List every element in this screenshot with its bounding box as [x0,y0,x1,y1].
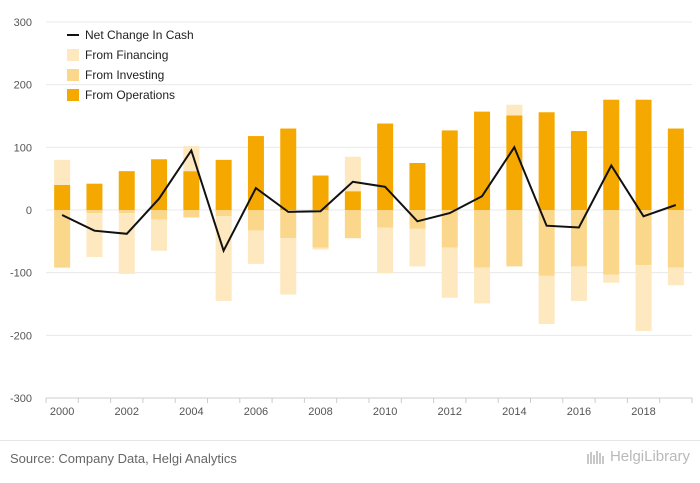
bar-from-financing [635,265,652,331]
bar-from-investing [280,210,297,239]
legend-swatch [67,49,79,61]
bar-from-financing [570,266,587,301]
bar-from-operations [280,128,297,210]
y-tick-label: 100 [14,142,32,154]
legend-item[interactable]: From Investing [67,68,164,82]
bar-from-financing [86,213,103,257]
bar-from-investing [570,210,587,267]
bar-from-operations [409,163,426,210]
bar-from-investing [312,210,329,248]
bar-from-investing [377,210,394,228]
bar-from-investing [667,210,684,268]
bar-from-investing [54,210,71,268]
bar-from-financing [247,230,264,264]
bar-from-investing [603,210,620,275]
bar-from-operations [441,130,458,210]
bar-from-operations [183,171,200,210]
x-tick-label: 2014 [502,406,526,418]
bar-from-financing [215,216,232,301]
publisher-logo[interactable]: HelgiLibrary [586,448,690,465]
legend-swatch [67,69,79,81]
x-tick-label: 2008 [308,406,332,418]
bar-from-operations [635,99,652,210]
bar-from-operations [474,111,491,210]
legend-label: From Financing [85,48,168,62]
source-note: Source: Company Data, Helgi Analytics [10,451,237,466]
bar-from-investing [344,210,361,239]
bar-from-financing [312,247,329,250]
bar-from-investing [118,210,135,214]
net-change-line-layer [61,145,677,254]
bar-from-operations [312,175,329,210]
bar-from-operations [54,184,71,210]
bar-from-financing [151,219,168,251]
bar-from-operations [215,159,232,210]
bar-from-investing [441,210,458,248]
bar-from-operations [603,99,620,210]
x-tick-label: 2018 [631,406,655,418]
bar-from-financing [441,247,458,298]
x-tick-label: 2002 [115,406,139,418]
footer-divider [0,440,700,441]
bar-from-financing [118,213,135,274]
y-tick-label: -300 [10,393,32,405]
library-logo-icon [586,450,604,464]
legend-label: From Investing [85,68,164,82]
y-tick-label: -100 [10,268,32,280]
bar-from-financing [409,228,426,267]
bar-from-investing [215,210,232,217]
y-tick-label: -200 [10,330,32,342]
bar-from-financing [474,267,491,304]
bar-from-operations [86,183,103,210]
legend-item[interactable]: Net Change In Cash [67,28,194,42]
bar-from-operations [377,123,394,210]
legend-item[interactable]: From Financing [67,48,168,62]
bars [54,99,684,331]
x-tick-label: 2016 [567,406,591,418]
bar-from-investing [183,210,200,218]
legend-label: Net Change In Cash [85,28,194,42]
bar-from-operations [506,115,523,210]
logo-text: HelgiLibrary [609,448,690,465]
bar-from-investing [86,210,103,214]
legend-item[interactable]: From Operations [67,88,175,102]
y-tick-label: 300 [14,17,32,29]
bar-from-financing [538,275,555,325]
bar-from-operations [118,171,135,210]
legend-label: From Operations [85,88,175,102]
x-tick-label: 2006 [244,406,268,418]
x-tick-label: 2012 [438,406,462,418]
bar-from-investing [247,210,264,231]
y-axis-ticks: 300 200 100 0 -100 -200 -300 [10,17,32,405]
bar-from-operations [538,112,555,210]
bar-from-operations [570,131,587,210]
bar-from-investing [635,210,652,266]
net-change-line [61,145,677,254]
bar-from-financing [667,267,684,286]
bar-from-operations [151,159,168,210]
bar-from-financing [506,104,523,116]
y-tick-label: 0 [26,205,32,217]
bar-from-investing [538,210,555,276]
y-tick-label: 200 [14,80,32,92]
bar-from-financing [603,274,620,283]
bar-from-operations [344,191,361,210]
bar-from-investing [409,210,426,229]
bar-from-financing [280,238,297,295]
bar-from-operations [667,128,684,210]
legend: Net Change In Cash From Financing From Inv… [67,28,194,102]
legend-swatch [67,89,79,101]
bar-from-investing [506,210,523,267]
bar-from-investing [151,210,168,220]
x-axis-ticks: 2000 2002 2004 2006 2008 2010 2012 2014 2016 2018 [45,398,693,418]
bar-from-investing [474,210,491,268]
bar-from-financing [377,227,394,274]
bar-from-financing [54,159,71,185]
x-tick-label: 2004 [179,406,203,418]
x-tick-label: 2010 [373,406,397,418]
x-tick-label: 2000 [50,406,74,418]
